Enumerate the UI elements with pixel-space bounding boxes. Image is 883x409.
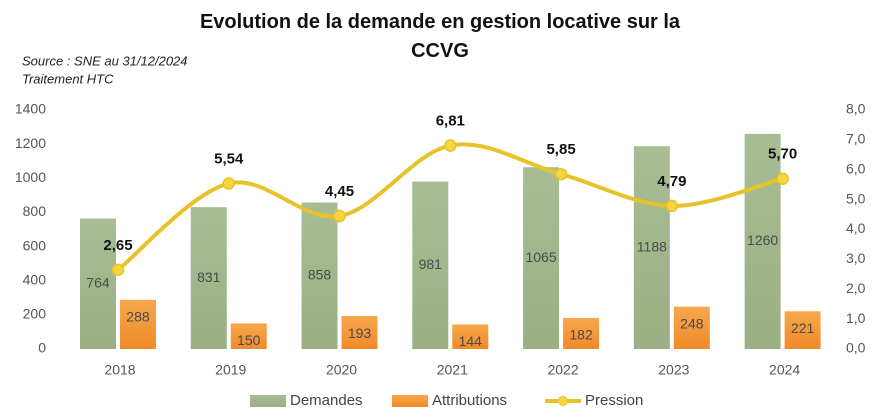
- y2-tick-label: 4,0: [846, 220, 866, 236]
- x-tick-label: 2018: [104, 362, 135, 378]
- bar: [452, 324, 489, 349]
- y-tick-label: 1200: [15, 135, 46, 151]
- annotation: Source : SNE au 31/12/2024: [22, 53, 188, 68]
- line-point: [444, 139, 457, 152]
- data-label: 221: [791, 320, 815, 336]
- annotation: Traitement HTC: [22, 71, 114, 86]
- y2-tick-label: 7,0: [846, 131, 866, 147]
- data-label: 764: [86, 274, 110, 290]
- data-label: 858: [308, 266, 332, 282]
- legend-label: Demandes: [290, 392, 363, 409]
- line-point: [665, 199, 679, 213]
- data-label: 144: [459, 333, 483, 349]
- bar: [633, 146, 670, 349]
- line-point: [222, 177, 236, 190]
- bar: [523, 167, 560, 349]
- data-label: 831: [197, 269, 221, 285]
- bar: [341, 316, 378, 349]
- y-tick-label: 1000: [15, 169, 46, 185]
- data-label: 5,85: [546, 141, 575, 158]
- y-tick-label: 1400: [15, 101, 46, 117]
- legend-swatch: [558, 396, 568, 406]
- data-label: 248: [680, 315, 704, 331]
- line-point: [554, 167, 568, 181]
- bar: [744, 133, 781, 349]
- bar: [190, 207, 227, 349]
- legend-label: Pression: [585, 392, 643, 409]
- bar: [79, 218, 116, 349]
- bar: [412, 181, 449, 349]
- y-tick-label: 200: [23, 306, 47, 322]
- y2-tick-label: 1,0: [846, 310, 866, 326]
- y2-tick-label: 6,0: [846, 160, 866, 176]
- data-label: 981: [419, 256, 443, 272]
- data-label: 288: [126, 309, 150, 325]
- bar: [230, 323, 267, 349]
- y2-tick-label: 3,0: [846, 250, 866, 266]
- y-tick-label: 0: [38, 340, 46, 356]
- data-label: 6,81: [436, 113, 465, 130]
- data-label: 150: [237, 332, 261, 348]
- bar: [301, 202, 338, 349]
- x-tick-label: 2023: [658, 362, 689, 378]
- x-tick-label: 2022: [547, 362, 578, 378]
- bar: [563, 317, 600, 349]
- legend-label: Attributions: [432, 392, 507, 409]
- data-label: 193: [348, 325, 372, 341]
- chart-title: Evolution de la demande en gestion locat…: [199, 11, 681, 62]
- data-label: 4,45: [325, 183, 354, 200]
- data-label: 5,70: [768, 146, 797, 163]
- data-label: 1065: [525, 249, 556, 265]
- y-tick-label: 600: [23, 237, 47, 253]
- x-tick-label: 2019: [215, 362, 246, 378]
- bar: [673, 306, 710, 349]
- x-tick-label: 2024: [769, 362, 800, 378]
- line-point: [111, 263, 125, 277]
- y-tick-label: 400: [23, 271, 47, 287]
- data-label: 1260: [747, 232, 778, 248]
- data-label: 182: [569, 327, 593, 343]
- legend-swatch: [392, 395, 428, 407]
- y2-tick-label: 2,0: [846, 280, 866, 296]
- x-tick-label: 2020: [326, 362, 357, 378]
- data-label: 1188: [637, 238, 667, 254]
- line-point: [333, 209, 346, 223]
- line-point: [776, 172, 789, 185]
- legend-swatch: [250, 395, 286, 407]
- y2-tick-label: 8,0: [846, 101, 866, 117]
- x-tick-label: 2021: [437, 362, 468, 378]
- data-label: 4,79: [657, 173, 686, 190]
- y2-tick-label: 0,0: [846, 340, 866, 356]
- bar: [119, 299, 156, 349]
- bar: [784, 311, 821, 349]
- data-label: 5,54: [214, 150, 244, 167]
- data-label: 2,65: [103, 237, 132, 254]
- y-tick-label: 800: [23, 203, 47, 219]
- y2-tick-label: 5,0: [846, 190, 866, 206]
